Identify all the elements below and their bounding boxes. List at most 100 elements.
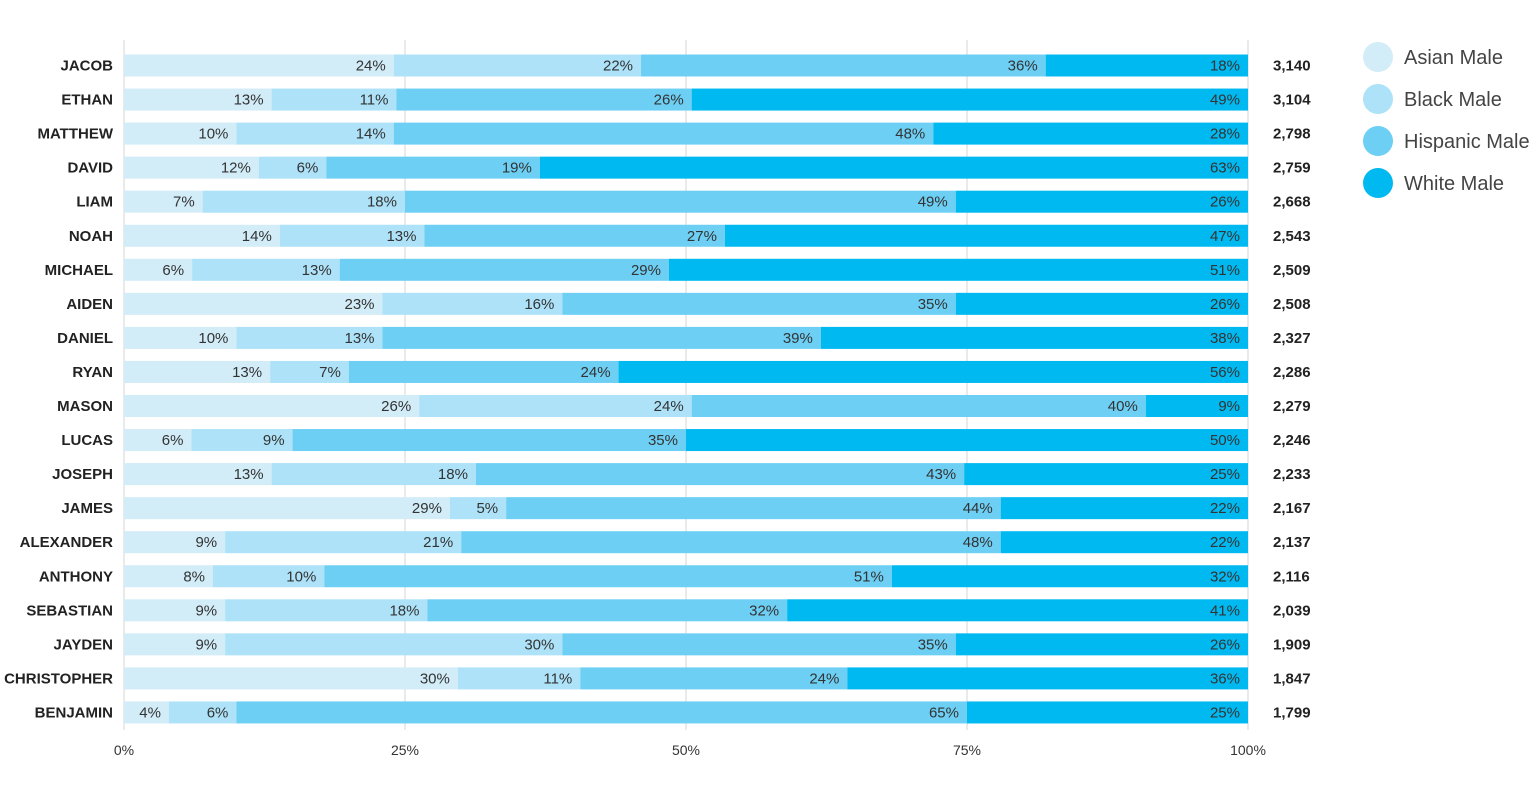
data-label: 26% <box>1210 636 1240 653</box>
bar-segment <box>236 701 967 724</box>
row-total: 2,668 <box>1273 194 1311 211</box>
row-label: AIDEN <box>66 296 113 313</box>
data-label: 26% <box>1210 296 1240 313</box>
row-total: 2,798 <box>1273 126 1311 143</box>
bar-segment <box>618 360 1248 383</box>
data-label: 48% <box>895 126 925 143</box>
data-label: 29% <box>631 262 661 279</box>
data-label: 18% <box>367 194 397 211</box>
data-label: 35% <box>918 636 948 653</box>
data-label: 35% <box>918 296 948 313</box>
data-label: 43% <box>926 466 956 483</box>
bar-segment <box>393 54 642 77</box>
row-label: NOAH <box>69 228 113 245</box>
bar-segment <box>124 633 226 656</box>
legend-label: White Male <box>1404 173 1504 195</box>
data-label: 40% <box>1108 398 1138 415</box>
data-label: 23% <box>344 296 374 313</box>
row-total: 2,246 <box>1273 432 1311 449</box>
data-label: 36% <box>1210 670 1240 687</box>
data-label: 26% <box>1210 194 1240 211</box>
bar-segment <box>393 122 934 145</box>
row-label: DANIEL <box>57 330 113 347</box>
data-label: 9% <box>1218 398 1240 415</box>
data-label: 24% <box>654 398 684 415</box>
bar-segment <box>1000 531 1248 554</box>
row-label: JACOB <box>60 58 113 75</box>
data-label: 22% <box>1210 534 1240 551</box>
data-label: 24% <box>581 364 611 381</box>
bar-segment <box>124 224 280 247</box>
data-label: 25% <box>1210 704 1240 721</box>
data-label: 38% <box>1210 330 1240 347</box>
bar-segment <box>124 395 420 417</box>
bar-segment <box>1145 395 1248 417</box>
data-label: 10% <box>198 126 228 143</box>
bar-segment <box>955 292 1248 315</box>
row-total: 2,233 <box>1273 466 1311 483</box>
bar-segment <box>668 258 1248 281</box>
row-label: SEBASTIAN <box>26 602 113 619</box>
data-label: 7% <box>319 364 341 381</box>
bar-segment <box>691 395 1146 417</box>
data-label: 13% <box>344 330 374 347</box>
data-label: 25% <box>1210 466 1240 483</box>
bar-segment <box>191 429 293 452</box>
row-label: JAMES <box>61 500 113 517</box>
bar-segment <box>271 463 476 486</box>
data-label: 9% <box>263 432 285 449</box>
bar-segment <box>891 565 1248 588</box>
data-label: 11% <box>360 92 389 109</box>
data-label: 49% <box>918 194 948 211</box>
bar-segment <box>955 190 1248 213</box>
data-label: 7% <box>173 194 195 211</box>
row-label: MASON <box>57 398 113 415</box>
bar-segment <box>562 292 956 315</box>
legend-label: Hispanic Male <box>1404 131 1530 153</box>
data-label: 6% <box>297 160 319 177</box>
data-label: 9% <box>195 602 217 619</box>
data-label: 36% <box>1008 58 1038 75</box>
bar-segment <box>955 633 1248 656</box>
x-tick-label: 50% <box>672 742 700 758</box>
row-total: 3,140 <box>1273 58 1311 75</box>
bar-segment <box>562 633 956 656</box>
data-label: 13% <box>234 466 264 483</box>
bar-segment <box>225 633 563 656</box>
row-label: CHRISTOPHER <box>4 670 113 687</box>
data-label: 24% <box>356 58 386 75</box>
bar-segment <box>427 599 788 622</box>
bar-segment <box>168 701 237 724</box>
data-label: 9% <box>195 636 217 653</box>
row-total: 2,279 <box>1273 398 1311 415</box>
row-total: 2,039 <box>1273 602 1311 619</box>
data-label: 48% <box>963 534 993 551</box>
data-label: 6% <box>162 432 184 449</box>
data-label: 32% <box>749 602 779 619</box>
bar-segment <box>449 497 507 520</box>
bar-segment <box>236 326 383 349</box>
bar-segment <box>225 531 462 554</box>
data-label: 51% <box>1210 262 1240 279</box>
data-label: 56% <box>1210 364 1240 381</box>
bar-segment <box>192 258 340 281</box>
row-label: JOSEPH <box>52 466 113 483</box>
data-label: 13% <box>386 228 416 245</box>
bar-segment <box>124 463 272 486</box>
bar-segment <box>124 326 237 349</box>
data-label: 9% <box>195 534 217 551</box>
bar-segment <box>324 565 892 588</box>
bar-segment <box>847 667 1248 690</box>
data-label: 10% <box>286 568 316 585</box>
bar-segment <box>506 497 1001 520</box>
data-label: 63% <box>1210 160 1240 177</box>
data-label: 6% <box>207 704 229 721</box>
bar-segment <box>279 224 425 247</box>
bar-segment <box>124 88 272 111</box>
bar-segment <box>124 360 271 383</box>
data-label: 6% <box>162 262 184 279</box>
row-total: 2,327 <box>1273 330 1311 347</box>
bar-segment <box>124 531 226 554</box>
data-label: 18% <box>1210 58 1240 75</box>
